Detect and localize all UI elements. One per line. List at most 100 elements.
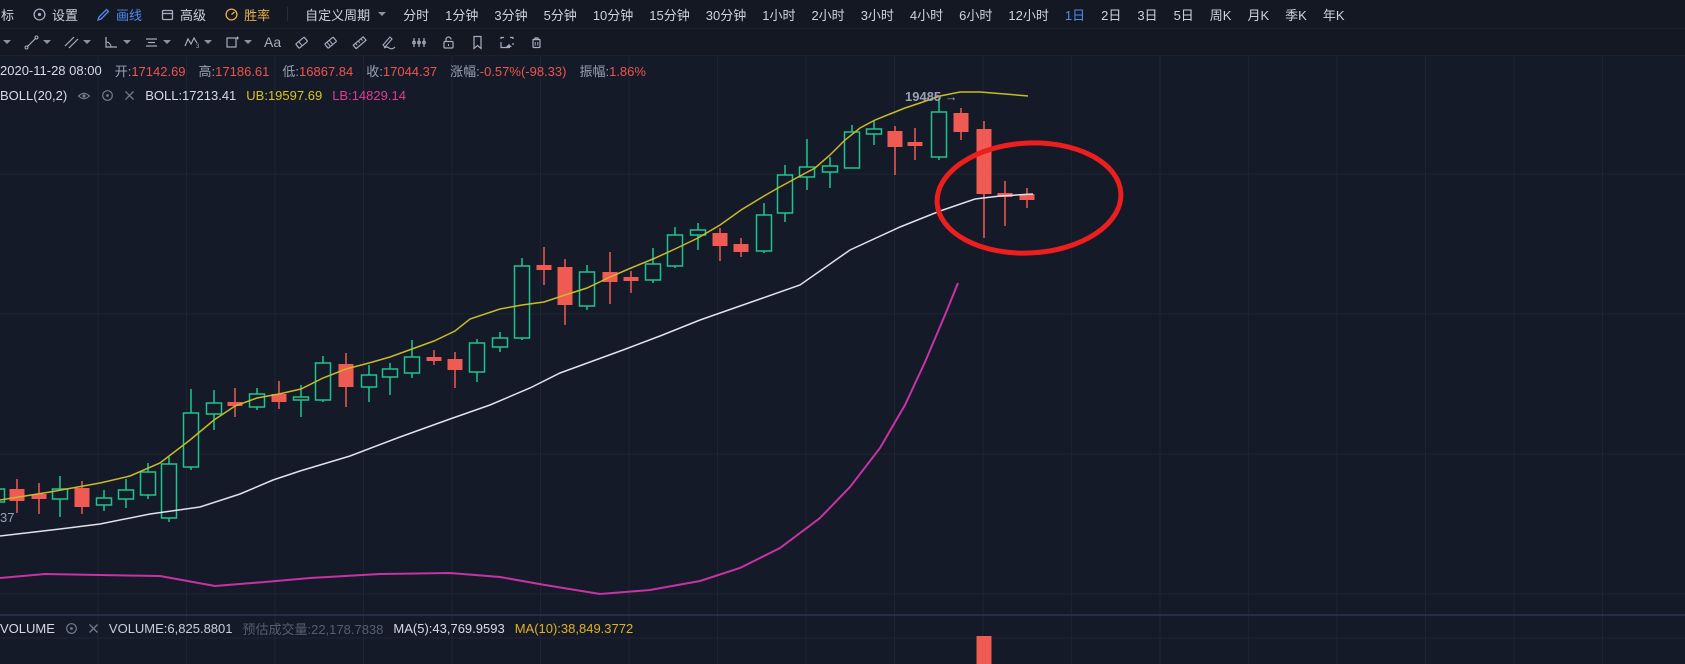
boll-title: BOLL(20,2) bbox=[0, 88, 68, 103]
custom-period-dropdown[interactable]: 自定义周期 bbox=[296, 5, 395, 24]
close-icon[interactable] bbox=[88, 623, 99, 634]
period-6小时[interactable]: 6小时 bbox=[959, 7, 993, 23]
period-分时[interactable]: 分时 bbox=[403, 7, 430, 23]
draw-line-label: 画线 bbox=[116, 7, 143, 23]
period-2小时[interactable]: 2小时 bbox=[811, 7, 845, 23]
candle-down bbox=[623, 277, 639, 281]
period-2日[interactable]: 2日 bbox=[1101, 7, 1122, 23]
brush-tool[interactable] bbox=[374, 29, 404, 55]
candle-down bbox=[1019, 194, 1035, 200]
period-15分钟[interactable]: 15分钟 bbox=[649, 7, 690, 23]
settings-button[interactable]: 设置 bbox=[23, 5, 87, 24]
text-tool[interactable]: Aa bbox=[264, 34, 282, 50]
settings-label: 设置 bbox=[52, 7, 79, 23]
svg-text:3: 3 bbox=[196, 44, 200, 50]
eraser-area-tool[interactable] bbox=[316, 29, 345, 55]
parallel-channel-tool[interactable] bbox=[57, 29, 97, 55]
amplitude-value: 振幅:1.86% bbox=[579, 64, 646, 79]
period-1小时[interactable]: 1小时 bbox=[762, 7, 796, 23]
period-季K[interactable]: 季K bbox=[1285, 7, 1307, 23]
indicator-settings-icon[interactable] bbox=[101, 89, 114, 102]
angle-tool[interactable] bbox=[97, 29, 137, 55]
period-3日[interactable]: 3日 bbox=[1137, 7, 1158, 23]
boll-mid-value: BOLL:17213.41 bbox=[145, 88, 237, 103]
period-1分钟[interactable]: 1分钟 bbox=[445, 7, 479, 23]
gear-icon bbox=[32, 7, 47, 22]
change-value: 涨幅:-0.57%(-98.33) bbox=[450, 64, 567, 79]
candle-down bbox=[557, 267, 573, 305]
candle-up bbox=[117, 489, 135, 500]
period-10分钟[interactable]: 10分钟 bbox=[592, 7, 634, 23]
indicator-button[interactable]: 标 bbox=[0, 5, 23, 24]
highlight-circle-annotation bbox=[934, 140, 1124, 256]
candle-up bbox=[644, 263, 662, 281]
candle-down bbox=[712, 233, 728, 246]
cut-tool-button[interactable] bbox=[0, 29, 17, 55]
candle-down bbox=[536, 265, 552, 270]
candle-up bbox=[381, 368, 399, 378]
advanced-label: 高级 bbox=[180, 7, 207, 23]
trend-line-tool[interactable] bbox=[17, 29, 57, 55]
period-1日[interactable]: 1日 bbox=[1064, 7, 1086, 23]
measure-bars-tool[interactable] bbox=[404, 29, 434, 55]
period-12小时[interactable]: 12小时 bbox=[1008, 7, 1049, 23]
lock-tool[interactable] bbox=[434, 29, 463, 55]
trash-tool[interactable] bbox=[522, 29, 551, 55]
shape-rect-tool[interactable] bbox=[218, 29, 258, 55]
period-30分钟[interactable]: 30分钟 bbox=[705, 7, 747, 23]
candle-up bbox=[821, 165, 839, 173]
advanced-button[interactable]: 高级 bbox=[151, 5, 215, 24]
volume-ma10-value: MA(10):38,849.3772 bbox=[514, 621, 634, 636]
ruler-tool[interactable] bbox=[345, 29, 374, 55]
main-toolbar: 标 设置 画线 高级 胜率 自定义周期 分时 1分钟 3分钟 5分钟 10分钟 15分钟 3… bbox=[0, 0, 1685, 29]
open-value: 开:17142.69 bbox=[114, 64, 186, 79]
period-4小时[interactable]: 4小时 bbox=[909, 7, 944, 23]
candle-up bbox=[160, 463, 178, 519]
ohlc-info-row: 2020-11-28 08:00 开:17142.69 高:17186.61 低… bbox=[0, 61, 646, 80]
boll-lower-line bbox=[0, 282, 959, 596]
period-3分钟[interactable]: 3分钟 bbox=[494, 7, 528, 23]
custom-period-label: 自定义周期 bbox=[305, 7, 371, 23]
candle-up bbox=[491, 337, 509, 348]
wave-tool[interactable]: 3 bbox=[177, 29, 218, 55]
snapshot-tool[interactable] bbox=[492, 29, 522, 55]
period-年K[interactable]: 年K bbox=[1322, 7, 1345, 23]
candle-up bbox=[930, 111, 948, 158]
candle-down bbox=[976, 129, 992, 194]
candle-up bbox=[865, 128, 883, 135]
candle-down bbox=[887, 131, 903, 147]
bookmark-tool[interactable] bbox=[463, 29, 492, 55]
candle-up bbox=[578, 271, 596, 307]
candle-up bbox=[51, 488, 69, 500]
estimated-volume-value: 预估成交量:22,178.7838 bbox=[242, 622, 384, 637]
candle-down bbox=[271, 394, 287, 402]
candle-down bbox=[447, 359, 463, 370]
volume-value: VOLUME:6,825.8801 bbox=[108, 621, 233, 636]
gauge-icon bbox=[224, 7, 239, 22]
axis-label-fragment: 37 bbox=[0, 510, 15, 525]
draw-line-button[interactable]: 画线 bbox=[87, 5, 151, 24]
period-周K[interactable]: 周K bbox=[1209, 7, 1232, 23]
period-月K[interactable]: 月K bbox=[1247, 7, 1270, 23]
candle-up bbox=[0, 488, 6, 503]
eraser-tool[interactable] bbox=[287, 29, 316, 55]
horizontal-levels-tool[interactable] bbox=[137, 29, 177, 55]
chevron-down-icon bbox=[244, 40, 252, 44]
indicator-label: 标 bbox=[1, 7, 15, 23]
candle-up bbox=[843, 131, 861, 169]
candle-up bbox=[95, 497, 113, 506]
boll-lb-value: LB:14829.14 bbox=[332, 88, 406, 103]
high-value: 高:17186.61 bbox=[198, 64, 270, 79]
period-5分钟[interactable]: 5分钟 bbox=[543, 7, 577, 23]
win-rate-button[interactable]: 胜率 bbox=[215, 5, 279, 24]
period-tabs: 分时 1分钟 3分钟 5分钟 10分钟 15分钟 30分钟 1小时 2小时 3小时 4小时 6小时 12… bbox=[395, 5, 1352, 24]
period-5日[interactable]: 5日 bbox=[1173, 7, 1194, 23]
close-icon[interactable] bbox=[124, 90, 135, 101]
indicator-settings-icon[interactable] bbox=[65, 622, 78, 635]
candle-datetime: 2020-11-28 08:00 bbox=[0, 63, 102, 78]
candle-up bbox=[292, 396, 310, 401]
period-3小时[interactable]: 3小时 bbox=[860, 7, 894, 23]
visibility-icon[interactable] bbox=[77, 90, 91, 102]
candle-up bbox=[360, 374, 378, 388]
